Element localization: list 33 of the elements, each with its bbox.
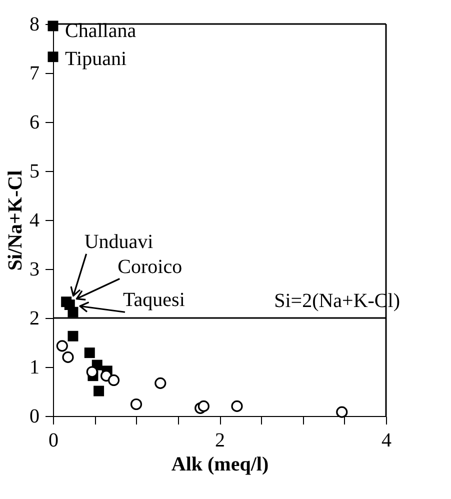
annotation: Taquesi: [122, 289, 186, 312]
annotation: Challana: [65, 20, 136, 42]
annotation: Unduavi: [84, 230, 154, 253]
annotation: Tipuani: [65, 48, 127, 70]
point: [154, 377, 166, 389]
x-tick-label: 4: [382, 430, 392, 452]
y-tick-label: 4: [30, 210, 40, 232]
y-tick-label: 1: [30, 356, 40, 378]
point: [86, 366, 98, 378]
x-tick-label: 2: [215, 430, 225, 452]
y-axis-title: Si/Na+K-Cl: [4, 170, 26, 271]
y-tick-label: 6: [30, 112, 40, 134]
point: [68, 330, 78, 342]
point: [84, 348, 95, 358]
point: [198, 400, 210, 412]
point: [336, 406, 348, 418]
x-tick-label: 0: [48, 430, 58, 452]
x-axis-title: Alk (meq/l): [171, 454, 269, 476]
y-tick-label: 8: [30, 14, 40, 36]
point: [62, 351, 74, 363]
point: [68, 306, 78, 318]
y-tick-label: 0: [30, 406, 40, 428]
point: [56, 340, 68, 352]
y-tick-label: 2: [30, 308, 40, 330]
y-tick-label: 7: [30, 62, 40, 84]
point: [48, 52, 58, 62]
point: [130, 398, 142, 410]
y-tick-label: 3: [30, 258, 40, 280]
point: [94, 386, 104, 396]
point: [108, 374, 120, 386]
annotation: Coroico: [118, 256, 182, 278]
y-tick-label: 5: [30, 160, 40, 182]
point: [231, 400, 243, 412]
